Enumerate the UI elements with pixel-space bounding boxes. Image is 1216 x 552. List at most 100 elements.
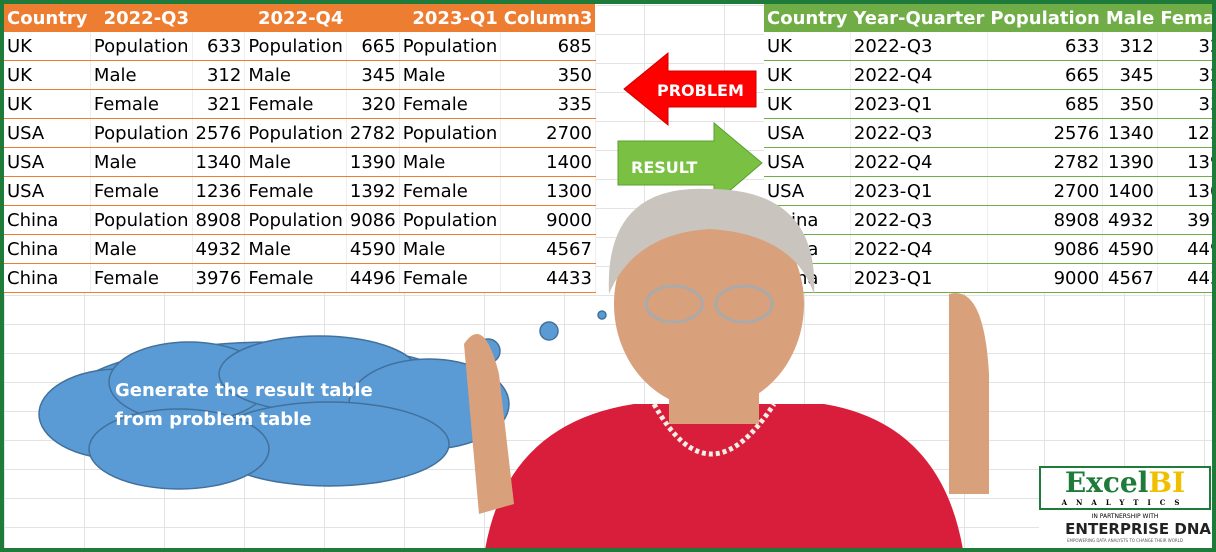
cell[interactable]: Male bbox=[90, 234, 193, 264]
cell[interactable]: 345 bbox=[346, 60, 400, 90]
cell[interactable]: Population bbox=[244, 118, 347, 148]
cell[interactable]: 1392 bbox=[1157, 147, 1212, 177]
cell[interactable]: UK bbox=[764, 32, 851, 61]
cell[interactable]: Female bbox=[244, 89, 347, 119]
column-header[interactable]: Country bbox=[764, 4, 851, 32]
cell[interactable]: 4590 bbox=[346, 234, 400, 264]
cell[interactable]: 1236 bbox=[192, 176, 246, 206]
cell[interactable]: 1390 bbox=[346, 147, 400, 177]
cell[interactable]: 2022-Q3 bbox=[850, 118, 988, 148]
cell[interactable]: Male bbox=[399, 234, 502, 264]
cell[interactable]: Population bbox=[399, 32, 502, 61]
cell[interactable]: Male bbox=[244, 147, 347, 177]
cell[interactable]: 8908 bbox=[192, 205, 246, 235]
cell[interactable]: Population bbox=[90, 32, 193, 61]
cell[interactable]: 320 bbox=[1157, 60, 1212, 90]
column-header[interactable]: Population bbox=[987, 4, 1103, 32]
cell[interactable]: 633 bbox=[192, 32, 246, 61]
cell[interactable]: 3976 bbox=[192, 263, 246, 293]
cell[interactable]: 2023-Q1 bbox=[850, 89, 988, 119]
cell[interactable]: 321 bbox=[192, 89, 246, 119]
cell[interactable]: 2782 bbox=[346, 118, 400, 148]
cell[interactable]: 2576 bbox=[987, 118, 1104, 148]
cell[interactable]: UK bbox=[4, 32, 91, 61]
column-header[interactable]: 2022-Q4 bbox=[244, 4, 347, 32]
cell[interactable]: 335 bbox=[500, 89, 596, 119]
column-header[interactable]: Female bbox=[1157, 4, 1212, 32]
cell[interactable]: 2700 bbox=[500, 118, 596, 148]
cell[interactable]: USA bbox=[764, 118, 851, 148]
cell[interactable]: 9086 bbox=[987, 234, 1104, 264]
cell[interactable]: 4590 bbox=[1102, 234, 1158, 264]
cell[interactable]: 2700 bbox=[987, 176, 1104, 206]
cell[interactable]: USA bbox=[764, 147, 851, 177]
cell[interactable]: China bbox=[4, 263, 91, 293]
cell[interactable]: 321 bbox=[1157, 32, 1212, 61]
column-header[interactable]: Column3 bbox=[500, 4, 596, 32]
cell[interactable]: Population bbox=[244, 205, 347, 235]
column-header[interactable] bbox=[346, 4, 400, 32]
cell[interactable]: Female bbox=[244, 176, 347, 206]
cell[interactable]: USA bbox=[764, 176, 851, 206]
cell[interactable]: 1340 bbox=[192, 147, 246, 177]
cell[interactable]: 1300 bbox=[1157, 176, 1212, 206]
cell[interactable]: Female bbox=[244, 263, 347, 293]
cell[interactable]: 4496 bbox=[1157, 234, 1212, 264]
cell[interactable]: 2022-Q4 bbox=[850, 147, 988, 177]
cell[interactable]: Female bbox=[90, 176, 193, 206]
cell[interactable]: 312 bbox=[192, 60, 246, 90]
cell[interactable]: 1400 bbox=[1102, 176, 1158, 206]
cell[interactable]: 4932 bbox=[1102, 205, 1158, 235]
column-header[interactable] bbox=[192, 4, 245, 32]
cell[interactable]: 9000 bbox=[500, 205, 596, 235]
cell[interactable]: 9000 bbox=[987, 263, 1104, 293]
cell[interactable]: 2022-Q4 bbox=[850, 234, 988, 264]
cell[interactable]: 665 bbox=[346, 32, 400, 61]
cell[interactable]: USA bbox=[4, 118, 91, 148]
column-header[interactable]: Year-Quarter bbox=[850, 4, 988, 32]
cell[interactable]: UK bbox=[4, 60, 91, 90]
cell[interactable]: Population bbox=[399, 205, 502, 235]
cell[interactable]: 3976 bbox=[1157, 205, 1212, 235]
column-header[interactable]: 2022-Q3 bbox=[90, 4, 192, 32]
cell[interactable]: Male bbox=[90, 60, 193, 90]
cell[interactable]: Female bbox=[90, 89, 193, 119]
cell[interactable]: 1300 bbox=[500, 176, 596, 206]
cell[interactable]: Male bbox=[244, 234, 347, 264]
cell[interactable]: Population bbox=[399, 118, 502, 148]
cell[interactable]: 685 bbox=[500, 32, 596, 61]
cell[interactable]: 633 bbox=[987, 32, 1104, 61]
cell[interactable]: 4433 bbox=[1157, 263, 1212, 293]
cell[interactable]: UK bbox=[764, 60, 851, 90]
cell[interactable]: Female bbox=[399, 263, 502, 293]
cell[interactable]: 2023-Q1 bbox=[850, 263, 988, 293]
column-header[interactable]: Country bbox=[4, 4, 91, 32]
cell[interactable]: 4496 bbox=[346, 263, 400, 293]
cell[interactable]: 312 bbox=[1102, 32, 1158, 61]
cell[interactable]: Population bbox=[90, 118, 193, 148]
cell[interactable]: 2023-Q1 bbox=[850, 176, 988, 206]
cell[interactable]: 345 bbox=[1102, 60, 1158, 90]
cell[interactable]: Population bbox=[244, 32, 347, 61]
cell[interactable]: 2022-Q3 bbox=[850, 205, 988, 235]
cell[interactable]: 2022-Q4 bbox=[850, 60, 988, 90]
cell[interactable]: China bbox=[4, 205, 91, 235]
cell[interactable]: Male bbox=[399, 60, 502, 90]
cell[interactable]: 2022-Q3 bbox=[850, 32, 988, 61]
column-header[interactable]: Male bbox=[1102, 4, 1158, 32]
cell[interactable]: 320 bbox=[346, 89, 400, 119]
cell[interactable]: 685 bbox=[987, 89, 1104, 119]
cell[interactable]: 2782 bbox=[987, 147, 1104, 177]
cell[interactable]: 1236 bbox=[1157, 118, 1212, 148]
cell[interactable]: Population bbox=[90, 205, 193, 235]
cell[interactable]: China bbox=[4, 234, 91, 264]
cell[interactable]: 350 bbox=[1102, 89, 1158, 119]
cell[interactable]: Male bbox=[244, 60, 347, 90]
cell[interactable]: USA bbox=[4, 176, 91, 206]
cell[interactable]: Male bbox=[399, 147, 502, 177]
cell[interactable]: 665 bbox=[987, 60, 1104, 90]
cell[interactable]: 350 bbox=[500, 60, 596, 90]
cell[interactable]: 4932 bbox=[192, 234, 246, 264]
cell[interactable]: Female bbox=[90, 263, 193, 293]
cell[interactable]: UK bbox=[764, 89, 851, 119]
